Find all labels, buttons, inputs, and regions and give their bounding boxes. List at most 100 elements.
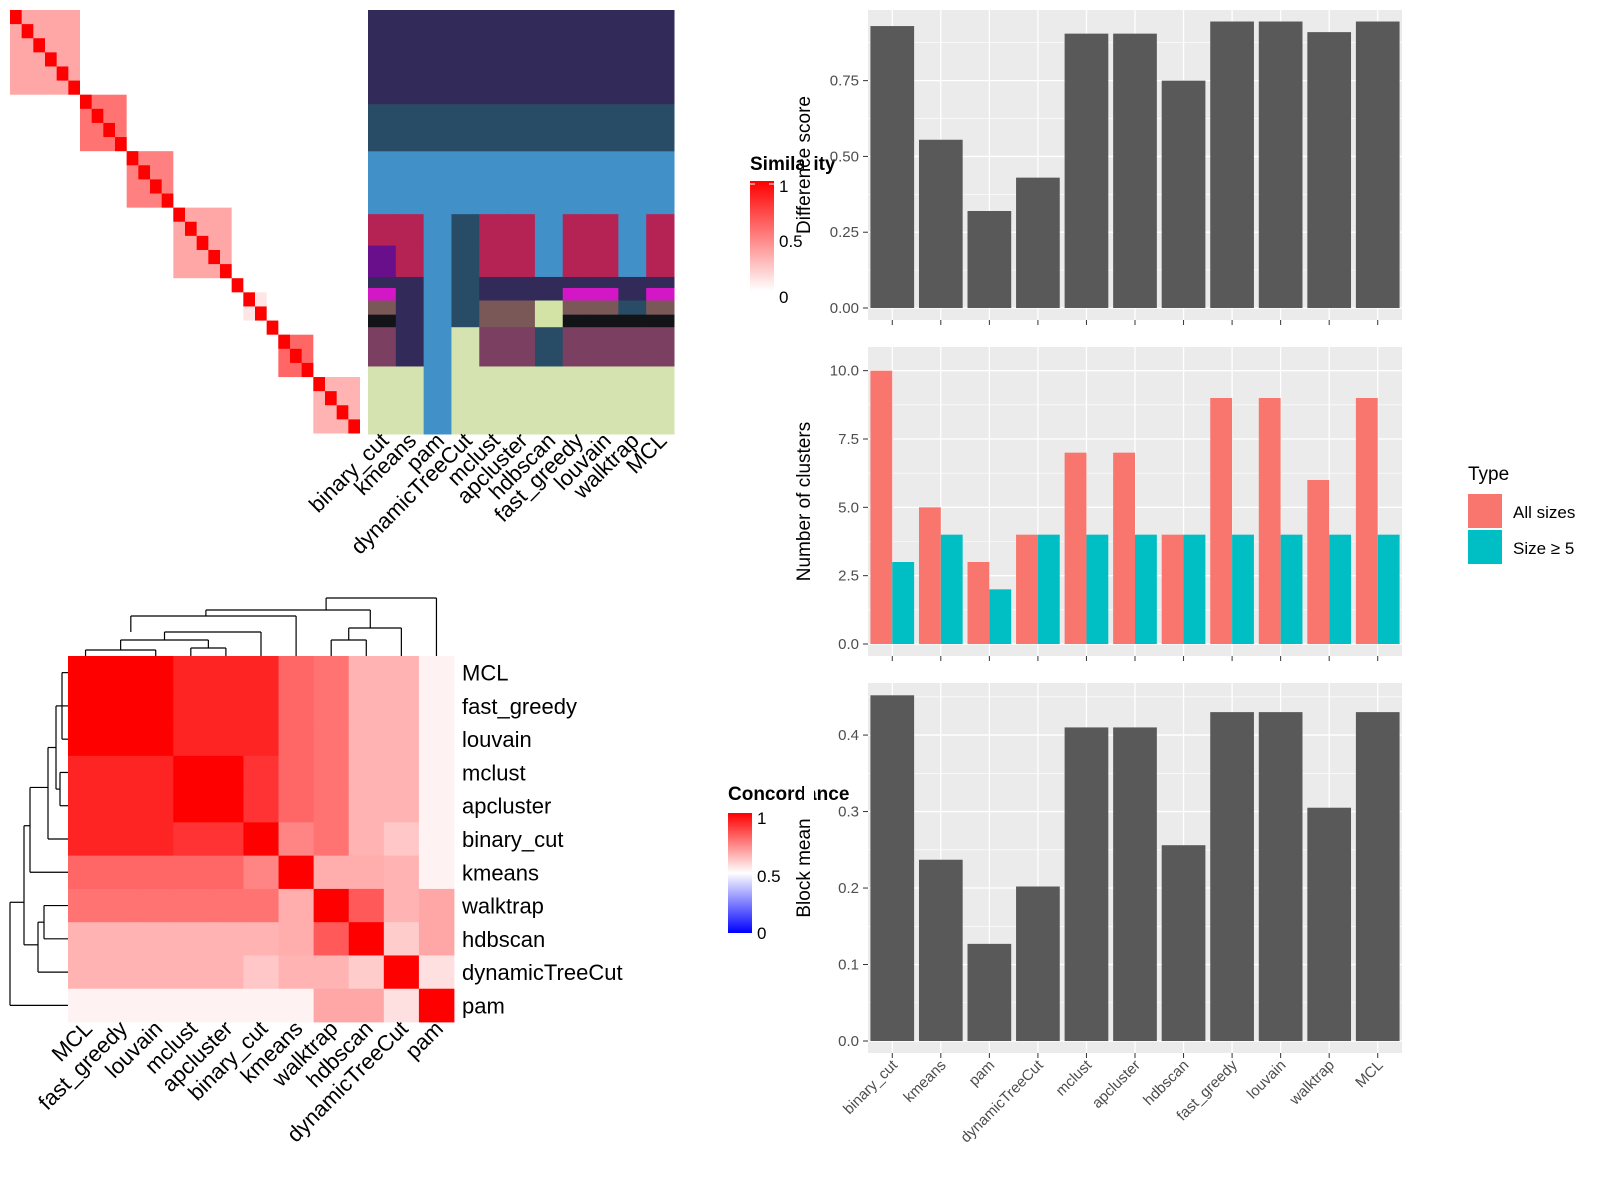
bar-MCL xyxy=(1355,21,1400,309)
x-tick-label-louvain: louvain xyxy=(1244,1057,1290,1103)
cluster-cell xyxy=(395,214,425,247)
bar-all-sizes-binary_cut xyxy=(870,370,893,644)
concordance-cell xyxy=(383,888,420,923)
bar-size5-pam xyxy=(989,589,1012,644)
bar-fast_greedy xyxy=(1210,712,1254,1041)
bar-size5-apcluster xyxy=(1135,534,1157,644)
bar-binary_cut xyxy=(870,26,915,308)
cluster-cell xyxy=(507,104,536,152)
similarity-diagonal-cell xyxy=(278,334,290,349)
cluster-cell xyxy=(451,300,480,316)
cluster-cell xyxy=(451,287,480,302)
cluster-cell xyxy=(618,151,647,215)
bar-all-sizes-apcluster xyxy=(1113,452,1135,644)
cluster-cell xyxy=(534,327,564,367)
bar-mclust xyxy=(1064,33,1109,309)
bar-pam xyxy=(967,210,1012,308)
concordance-dendrogram xyxy=(9,597,438,1006)
concordance-cell xyxy=(278,689,315,723)
concordance-row-MCL: MCL xyxy=(462,661,508,686)
legend-key-size5 xyxy=(1468,530,1502,564)
concordance-cell xyxy=(208,722,244,757)
cluster-cell xyxy=(646,300,675,316)
concordance-row-binary_cut: binary_cut xyxy=(462,827,564,852)
cluster-cell xyxy=(507,287,536,302)
bar-all-sizes-dynamicTreeCut xyxy=(1016,534,1038,644)
concordance-cell xyxy=(383,922,420,956)
cluster-cell xyxy=(507,214,536,247)
concordance-cell xyxy=(173,722,209,757)
cluster-cell xyxy=(423,314,452,328)
concordance-cell xyxy=(68,988,104,1023)
cluster-cell xyxy=(590,314,619,328)
cluster-cell xyxy=(562,151,592,215)
cluster-cell xyxy=(479,214,508,247)
concordance-cell xyxy=(68,822,104,857)
cluster-cell xyxy=(562,287,592,302)
concordance-cell xyxy=(278,789,315,823)
concordance-cell xyxy=(243,789,279,823)
bar-size5-louvain xyxy=(1280,534,1303,644)
cluster-cell xyxy=(451,214,480,247)
concordance-cell xyxy=(208,888,244,923)
cluster-cell xyxy=(590,300,619,316)
cluster-cell xyxy=(507,10,536,105)
y-axis-title-1: Difference score xyxy=(794,96,815,234)
concordance-cell xyxy=(138,922,174,956)
concordance-row-walktrap: walktrap xyxy=(461,894,544,919)
concordance-cell xyxy=(418,656,455,690)
cluster-cell xyxy=(368,245,397,278)
cluster-cell xyxy=(451,245,480,278)
y-tick-label: 0.00 xyxy=(830,300,859,317)
cluster-cell xyxy=(451,366,480,435)
similarity-legend: Similarity 1 0.5 0 xyxy=(750,154,836,307)
block-mean-bar-chart: 0.0 0.1 0.2 0.3 0.4 Block mean xyxy=(794,683,1402,1058)
concordance-cell xyxy=(173,922,209,956)
bar-size5-MCL xyxy=(1377,534,1400,644)
legend-key-all-sizes xyxy=(1468,494,1502,528)
bar-apcluster xyxy=(1113,33,1157,309)
concordance-cell xyxy=(383,689,420,723)
x-tick-label-walktrap: walktrap xyxy=(1286,1057,1338,1109)
concordance-cell xyxy=(243,922,279,956)
cluster-cell xyxy=(590,287,619,302)
cluster-cell xyxy=(479,104,508,152)
y-tick-label: 0.2 xyxy=(838,880,859,897)
concordance-cell xyxy=(68,656,104,690)
concordance-cell xyxy=(278,922,315,956)
bar-size5-binary_cut xyxy=(892,562,915,644)
concordance-cell xyxy=(138,955,174,990)
x-tick-label-kmeans: kmeans xyxy=(900,1057,949,1106)
concordance-cell xyxy=(68,888,104,923)
concordance-cell xyxy=(418,722,455,757)
similarity-diagonal-cell xyxy=(185,221,197,236)
legend-clip-mask xyxy=(804,150,814,310)
concordance-cell xyxy=(348,922,385,956)
cluster-cell xyxy=(534,300,564,316)
concordance-cell xyxy=(313,888,350,923)
bar-size5-kmeans xyxy=(940,534,963,644)
method-column-labels: binary_cutkmeanspamdynamicTreeCutmclusta… xyxy=(304,428,672,559)
cluster-cell xyxy=(534,245,564,278)
concordance-cell xyxy=(418,755,455,790)
y-tick-label: 0.3 xyxy=(838,804,859,821)
concordance-cell xyxy=(68,922,104,956)
concordance-cell xyxy=(418,822,455,857)
bar-walktrap xyxy=(1307,32,1352,309)
concordance-cell xyxy=(208,855,244,890)
cluster-cell xyxy=(507,366,536,435)
concordance-cell xyxy=(278,888,315,923)
bar-all-sizes-MCL xyxy=(1355,398,1378,644)
concordance-row-mclust: mclust xyxy=(462,760,526,785)
similarity-diagonal-cell xyxy=(231,278,244,293)
similarity-diagonal-cell xyxy=(325,391,337,406)
bar-hdbscan xyxy=(1161,845,1206,1041)
concordance-legend-tick-1: 1 xyxy=(757,809,766,828)
concordance-cell xyxy=(208,689,244,723)
cluster-cell xyxy=(646,214,675,247)
cluster-cell xyxy=(395,287,425,302)
similarity-legend-gradient xyxy=(750,181,774,291)
concordance-legend-tick-05: 0.5 xyxy=(757,867,781,886)
concordance-cell xyxy=(68,722,104,757)
